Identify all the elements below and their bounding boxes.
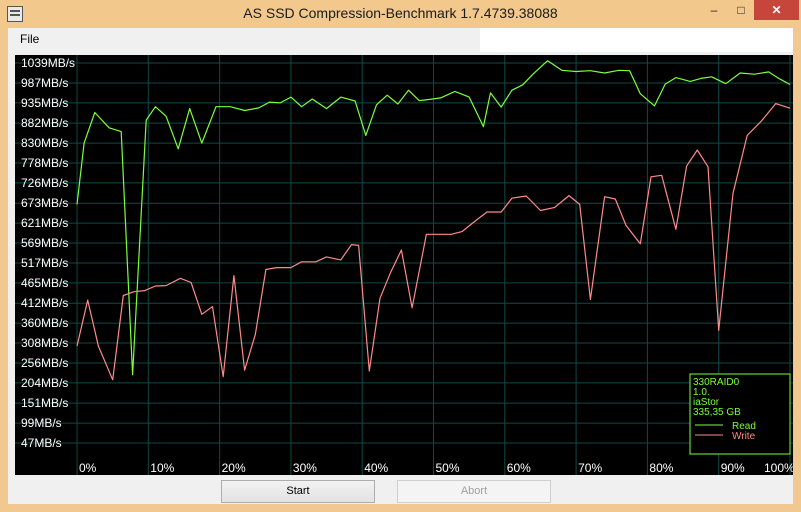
abort-button[interactable]: Abort	[397, 480, 551, 503]
y-tick-label: 830MB/s	[21, 136, 68, 150]
y-tick-label: 360MB/s	[21, 316, 68, 330]
x-tick-label: 80%	[649, 461, 673, 475]
y-tick-label: 778MB/s	[21, 156, 68, 170]
window-title: AS SSD Compression-Benchmark 1.7.4739.38…	[243, 5, 558, 21]
maximize-button[interactable]: □	[737, 3, 745, 17]
benchmark-chart: 0% 10% 20% 30% 40% 50% 60% 70% 80% 90% 100% 1039MB/…	[15, 55, 793, 475]
y-tick-label: 308MB/s	[21, 336, 68, 350]
y-tick-label: 1039MB/s	[21, 56, 75, 70]
y-tick-label: 47MB/s	[21, 436, 62, 450]
series-line-write	[76, 102, 791, 381]
y-tick-label: 569MB/s	[21, 236, 68, 250]
y-tick-label: 204MB/s	[21, 376, 68, 390]
info-box	[689, 373, 791, 455]
x-tick-label: 30%	[293, 461, 317, 475]
info-line: 1.0.	[693, 387, 710, 398]
x-tick-label: 50%	[436, 461, 460, 475]
x-tick-label: 90%	[721, 461, 745, 475]
y-tick-label: 882MB/s	[21, 116, 68, 130]
menu-bar-blank	[480, 28, 793, 52]
y-tick-label: 412MB/s	[21, 296, 68, 310]
y-tick-label: 517MB/s	[21, 256, 68, 270]
y-tick-label: 465MB/s	[21, 276, 68, 290]
x-tick-label: 70%	[578, 461, 602, 475]
y-tick-label: 621MB/s	[21, 216, 68, 230]
legend-label-read: Read	[732, 421, 756, 432]
y-tick-label: 726MB/s	[21, 176, 68, 190]
y-tick-label: 256MB/s	[21, 356, 68, 370]
close-button[interactable]: ✕	[754, 0, 799, 20]
series-line-read	[76, 60, 791, 376]
legend-label-write: Write	[732, 431, 756, 442]
start-button[interactable]: Start	[221, 480, 375, 503]
y-tick-label: 673MB/s	[21, 196, 68, 210]
y-tick-label: 99MB/s	[21, 416, 62, 430]
info-line: 335,35 GB	[693, 407, 741, 418]
app-icon	[7, 6, 23, 22]
menu-bar: File	[8, 28, 793, 52]
x-tick-label: 10%	[150, 461, 174, 475]
y-tick-label: 935MB/s	[21, 96, 68, 110]
x-tick-label: 60%	[507, 461, 531, 475]
menu-file[interactable]: File	[20, 32, 40, 46]
x-tick-label: 20%	[222, 461, 246, 475]
title-bar: AS SSD Compression-Benchmark 1.7.4739.38…	[0, 0, 801, 28]
x-tick-label: 0%	[79, 461, 97, 475]
y-tick-label: 987MB/s	[21, 76, 68, 90]
x-tick-label: 40%	[364, 461, 388, 475]
info-line: 330RAID0	[693, 377, 740, 388]
x-tick-label: 100%	[764, 461, 793, 475]
info-line: iaStor	[693, 397, 720, 408]
y-tick-label: 151MB/s	[21, 396, 68, 410]
minimize-button[interactable]: –	[710, 3, 718, 17]
